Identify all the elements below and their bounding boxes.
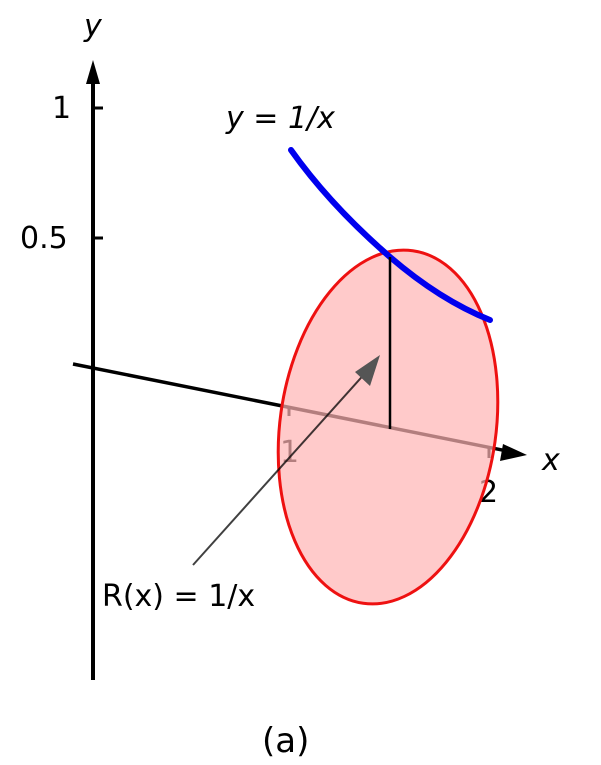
y-tick-label-1: 1 xyxy=(52,91,71,126)
figure-caption: (a) xyxy=(262,721,309,761)
cross-section-disk xyxy=(276,248,500,606)
radius-label: R(x) = 1/x xyxy=(102,579,255,614)
radius-pointer-arrowhead xyxy=(355,355,380,386)
curve-label: y = 1/x xyxy=(225,101,335,136)
y-axis-label: y xyxy=(83,9,103,44)
y-tick-label-0.5: 0.5 xyxy=(20,221,68,256)
radius-pointer-line xyxy=(192,369,369,566)
x-axis-label: x xyxy=(541,443,560,478)
x-axis-arrowhead xyxy=(500,444,527,461)
y-axis-arrowhead xyxy=(86,60,100,84)
curve-y-equals-1-over-x xyxy=(288,147,493,323)
